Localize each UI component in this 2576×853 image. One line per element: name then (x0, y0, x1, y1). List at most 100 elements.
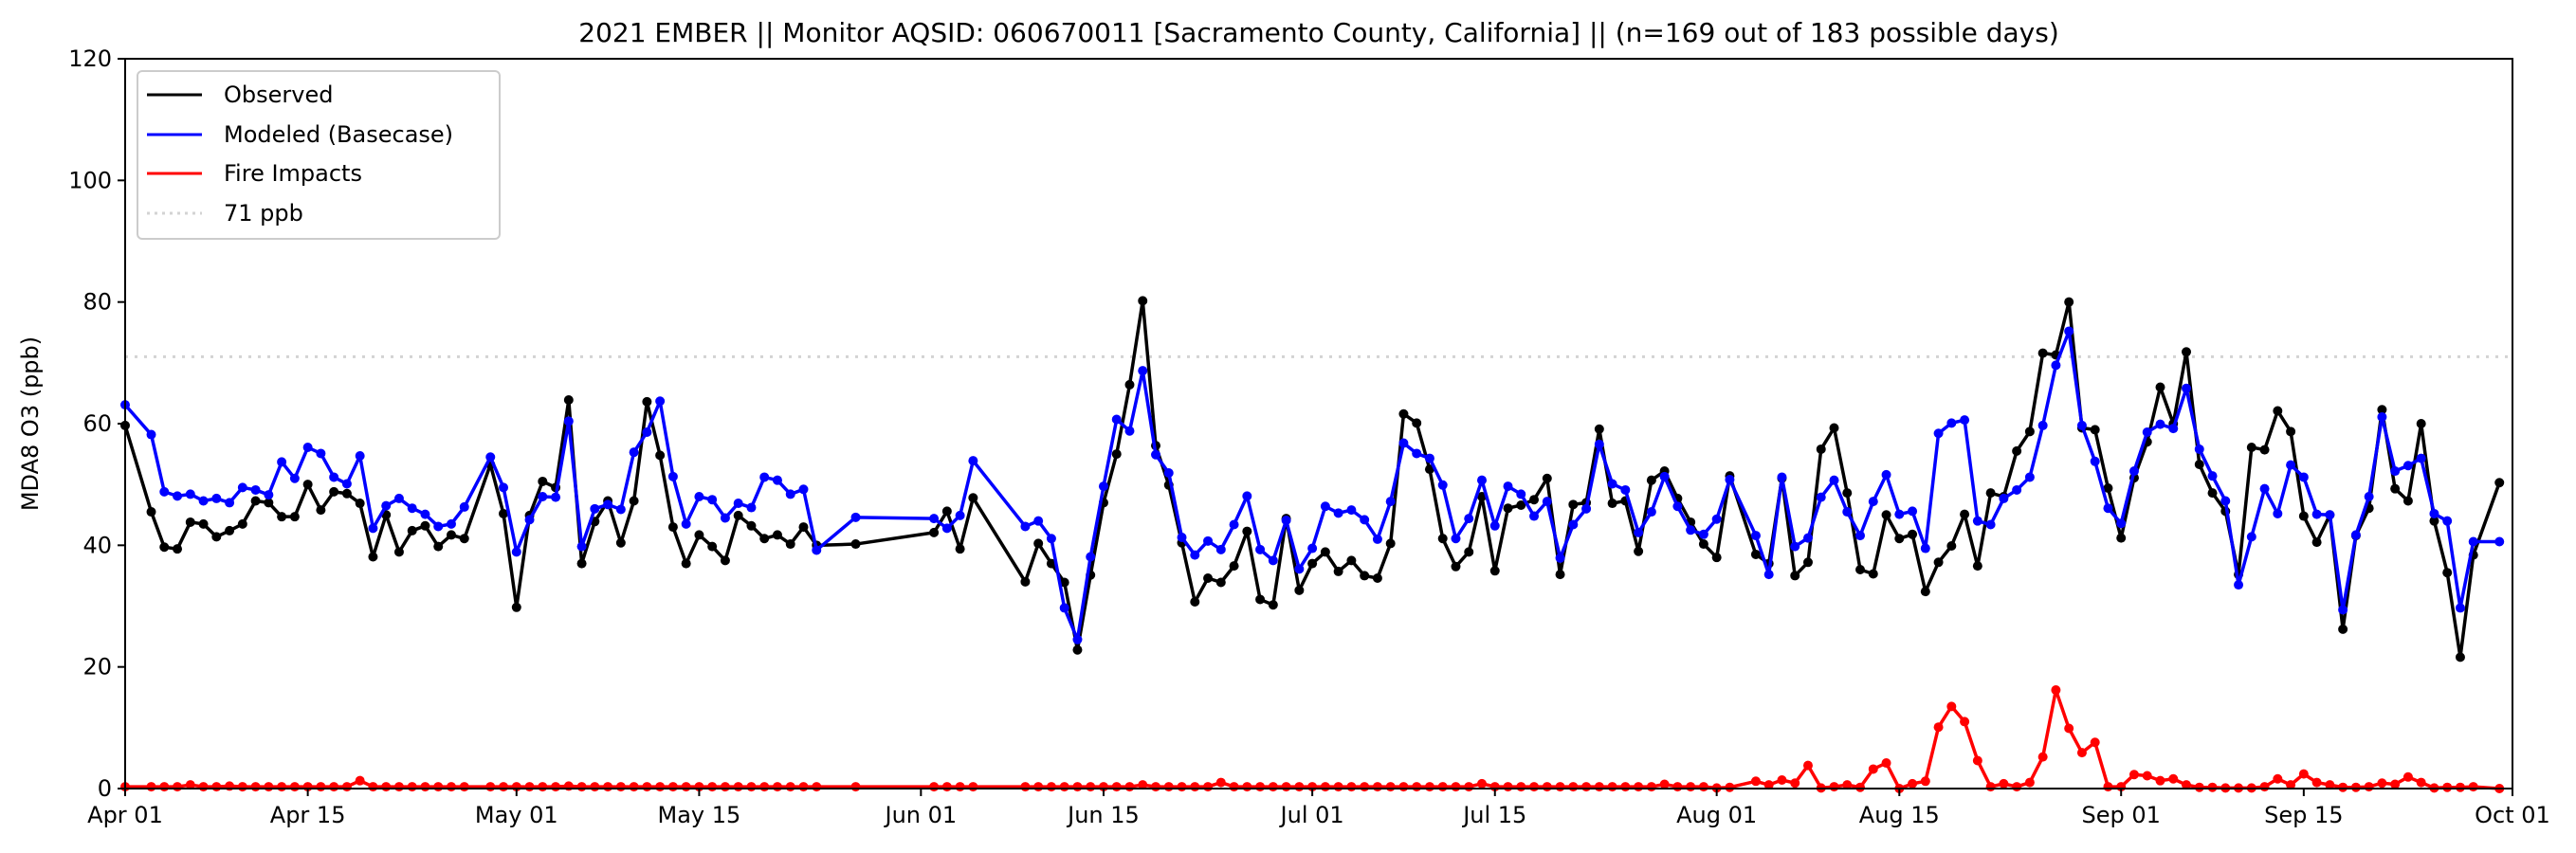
data-point-observed (1750, 549, 1761, 559)
y-tick-label: 80 (82, 289, 112, 316)
data-point-modeled-basecase (1711, 514, 1722, 524)
data-point-observed (302, 480, 313, 490)
data-point-modeled-basecase (1933, 428, 1944, 439)
data-point-fire-impacts (237, 782, 247, 792)
data-point-modeled-basecase (1581, 503, 1592, 514)
data-point-fire-impacts (1398, 782, 1409, 792)
data-point-modeled-basecase (1750, 531, 1761, 541)
data-point-modeled-basecase (1790, 541, 1800, 552)
data-point-modeled-basecase (1111, 414, 1122, 425)
data-point-fire-impacts (615, 782, 626, 792)
data-point-observed (1711, 553, 1722, 563)
data-point-modeled-basecase (1646, 507, 1656, 517)
legend-label-fire: Fire Impacts (224, 160, 362, 187)
data-point-modeled-basecase (1464, 514, 1474, 524)
data-point-fire-impacts (420, 782, 430, 792)
data-point-observed (264, 498, 274, 508)
data-point-observed (250, 496, 261, 506)
data-point-observed (1816, 444, 1826, 454)
data-point-modeled-basecase (1372, 534, 1382, 544)
data-point-modeled-basecase (1124, 426, 1135, 436)
data-point-modeled-basecase (798, 484, 809, 495)
data-point-modeled-basecase (237, 482, 247, 493)
data-point-modeled-basecase (1229, 519, 1239, 530)
data-point-fire-impacts (1503, 782, 1513, 792)
data-point-observed (1985, 488, 1996, 499)
data-point-fire-impacts (2338, 782, 2348, 792)
data-point-fire-impacts (2207, 782, 2218, 792)
data-point-fire-impacts (250, 782, 261, 792)
data-point-modeled-basecase (759, 472, 770, 482)
data-point-observed (1242, 526, 1252, 536)
data-point-modeled-basecase (2090, 456, 2100, 466)
data-point-fire-impacts (798, 782, 809, 792)
data-point-fire-impacts (1686, 782, 1696, 792)
legend: Observed Modeled (Basecase) Fire Impacts… (137, 70, 501, 240)
data-point-modeled-basecase (1816, 492, 1826, 502)
data-point-fire-impacts (446, 782, 456, 792)
data-point-modeled-basecase (2273, 508, 2283, 518)
data-point-modeled-basecase (2234, 580, 2244, 590)
data-point-fire-impacts (433, 782, 444, 792)
data-point-observed (446, 530, 456, 540)
chart-title: 2021 EMBER || Monitor AQSID: 060670011 [… (578, 17, 2059, 48)
data-point-observed (433, 541, 444, 552)
data-point-fire-impacts (341, 782, 352, 792)
data-point-modeled-basecase (1360, 515, 1370, 525)
data-point-modeled-basecase (1177, 532, 1187, 542)
y-tick-label: 20 (82, 654, 112, 681)
data-point-modeled-basecase (1333, 508, 1343, 518)
data-point-modeled-basecase (1960, 415, 1970, 426)
x-tick-label: Jun 15 (1066, 802, 1140, 828)
data-point-modeled-basecase (1607, 479, 1617, 489)
data-point-fire-impacts (667, 782, 678, 792)
x-tick-label: Apr 01 (87, 802, 163, 828)
data-point-fire-impacts (1033, 782, 1044, 792)
data-point-modeled-basecase (524, 515, 535, 525)
data-point-modeled-basecase (2076, 420, 2087, 430)
data-point-fire-impacts (459, 782, 469, 792)
data-point-modeled-basecase (499, 482, 509, 493)
data-point-fire-impacts (1698, 782, 1708, 792)
data-point-modeled-basecase (720, 513, 730, 523)
data-point-observed (1972, 561, 1982, 572)
data-point-modeled-basecase (1307, 543, 1318, 554)
data-point-fire-impacts (2442, 782, 2453, 792)
data-point-observed (2207, 488, 2218, 499)
data-point-fire-impacts (2051, 685, 2061, 696)
data-point-observed (759, 534, 770, 544)
data-point-fire-impacts (1163, 782, 1174, 792)
data-point-fire-impacts (185, 780, 195, 790)
data-point-modeled-basecase (1568, 519, 1579, 530)
data-point-fire-impacts (407, 782, 417, 792)
data-point-observed (1385, 538, 1396, 549)
data-point-fire-impacts (603, 782, 613, 792)
data-point-observed (2103, 483, 2113, 494)
data-point-observed (146, 507, 156, 517)
data-point-modeled-basecase (812, 545, 822, 555)
data-point-observed (2037, 348, 2048, 358)
data-point-modeled-basecase (1203, 535, 1214, 546)
data-point-fire-impacts (2364, 782, 2374, 792)
data-point-fire-impacts (681, 782, 691, 792)
data-point-modeled-basecase (1098, 481, 1108, 492)
data-point-fire-impacts (1529, 782, 1540, 792)
data-point-modeled-basecase (1829, 475, 1839, 485)
y-tick-label: 120 (68, 45, 112, 72)
y-axis-label: MDA8 O3 (ppb) (17, 336, 44, 511)
data-point-observed (1072, 644, 1083, 655)
data-point-modeled-basecase (1059, 603, 1069, 613)
data-point-modeled-basecase (2377, 411, 2387, 422)
data-point-fire-impacts (1581, 782, 1592, 792)
data-point-modeled-basecase (2286, 460, 2296, 470)
data-point-observed (1894, 534, 1905, 544)
data-point-observed (1307, 558, 1318, 569)
data-point-modeled-basecase (173, 491, 183, 501)
data-point-observed (459, 534, 469, 544)
data-point-fire-impacts (1802, 760, 1813, 771)
data-point-modeled-basecase (955, 510, 965, 520)
x-tick-label: Jun 01 (883, 802, 957, 828)
data-point-modeled-basecase (1281, 516, 1291, 526)
data-point-modeled-basecase (381, 500, 392, 511)
data-point-observed (1516, 499, 1526, 510)
